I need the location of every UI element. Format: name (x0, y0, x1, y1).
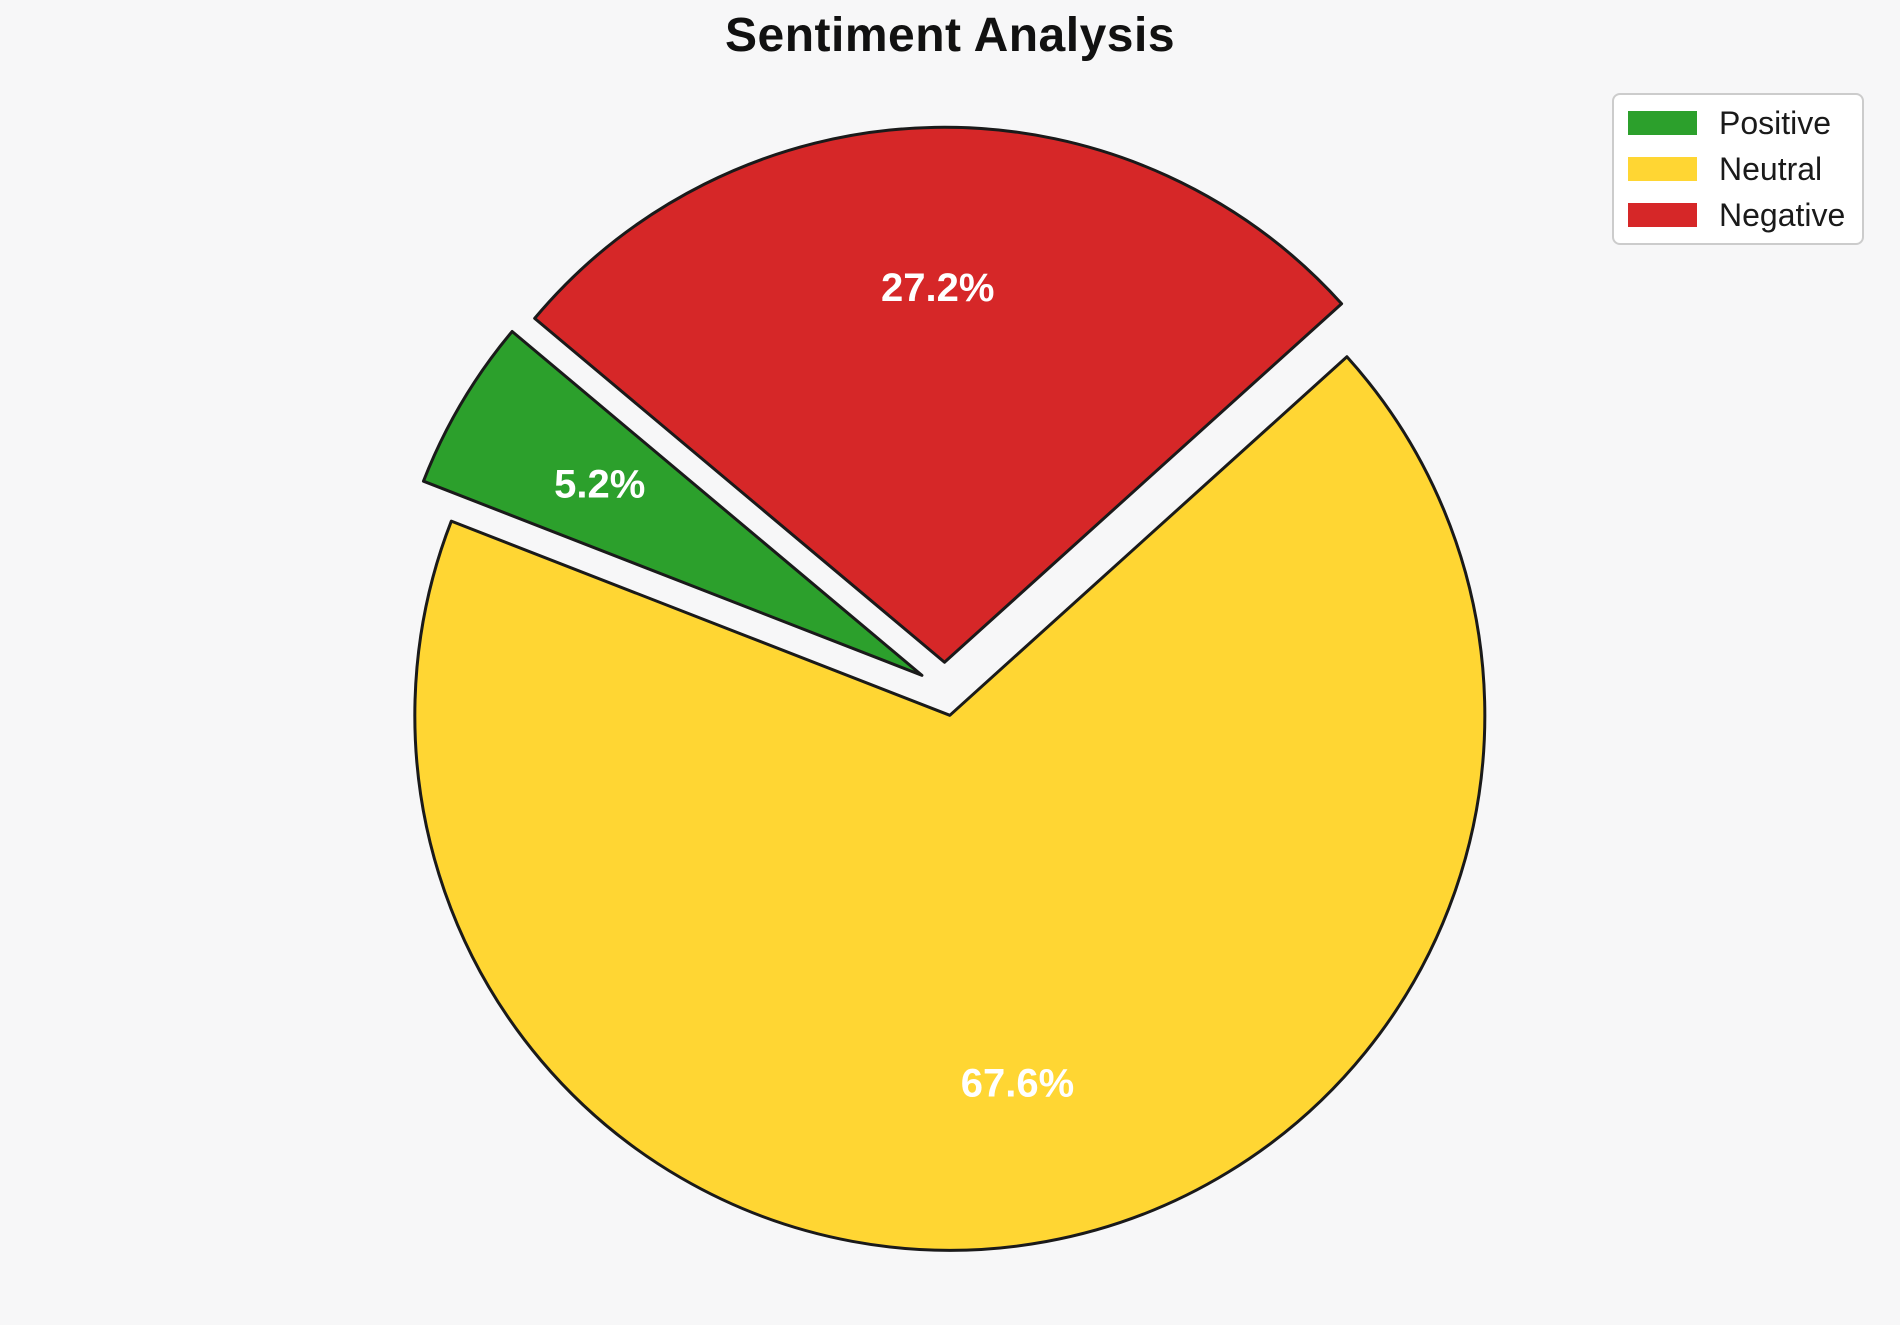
pct-label-positive: 5.2% (554, 463, 645, 507)
pie-slice-neutral (413, 355, 1487, 1252)
pie-slice-negative (533, 125, 1344, 664)
pie-slice-positive (421, 329, 924, 677)
legend-swatch-positive-icon (1628, 111, 1697, 135)
legend-label-positive: Positive (1719, 104, 1832, 141)
legend-swatch-neutral-icon (1628, 157, 1697, 181)
pct-label-neutral: 67.6% (961, 1062, 1074, 1106)
legend-item-positive: Positive (1628, 105, 1848, 141)
legend-label-negative: Negative (1719, 196, 1846, 233)
legend: Positive Neutral Negative (1612, 93, 1864, 245)
chart-title: Sentiment Analysis (724, 9, 1176, 62)
pct-label-negative: 27.2% (881, 266, 994, 310)
legend-item-negative: Negative (1628, 197, 1848, 233)
legend-item-neutral: Neutral (1628, 151, 1848, 187)
legend-swatch-negative-icon (1628, 203, 1697, 227)
legend-label-neutral: Neutral (1719, 150, 1823, 187)
